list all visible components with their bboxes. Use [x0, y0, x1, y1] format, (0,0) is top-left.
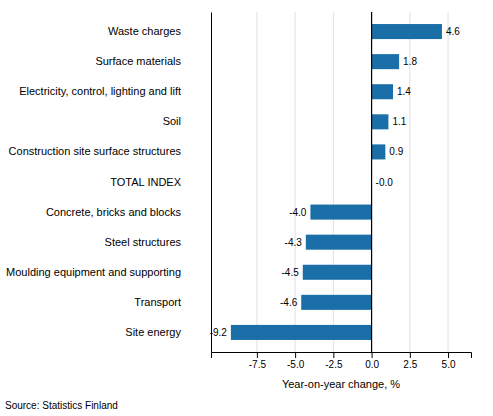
y-axis-line	[211, 13, 212, 353]
x-tick: -2.5	[325, 352, 343, 370]
plot: -7.5 -5.0 -2.5 0.0 2.5 5.0 Site energy Transpor…	[6, 12, 471, 370]
data-label: 1.1	[392, 116, 406, 127]
y-tick: Site energy	[125, 326, 211, 338]
x-tick: 0.0	[365, 352, 379, 370]
y-tick: Soil	[163, 115, 211, 127]
x-tick-mark	[333, 352, 334, 358]
x-tick-mark	[257, 352, 258, 358]
data-label: -9.2	[210, 327, 228, 338]
bar	[372, 24, 442, 39]
x-tick-label: 0.0	[365, 359, 379, 370]
y-tick-label: Soil	[163, 115, 181, 127]
bar	[310, 205, 371, 220]
x-axis-title: Year-on-year change, %	[282, 378, 400, 390]
data-label: 1.8	[403, 56, 417, 67]
y-tick-label: Moulding equipment and supporting	[6, 266, 181, 278]
x-tick: 2.5	[403, 352, 417, 370]
bar	[301, 295, 371, 310]
bar	[372, 84, 393, 99]
bar	[306, 235, 372, 250]
bar	[231, 325, 372, 340]
x-tick-label: 5.0	[442, 359, 456, 370]
grid-line	[448, 12, 449, 352]
y-tick-label: Construction site surface structures	[9, 145, 182, 157]
y-tick: TOTAL INDEX	[110, 176, 211, 188]
grid-line	[256, 12, 257, 352]
y-tick: Waste charges	[108, 25, 211, 37]
y-tick: Concrete, bricks and blocks	[46, 206, 211, 218]
y-tick-label: Electricity, control, lighting and lift	[19, 85, 181, 97]
y-tick-label: Waste charges	[108, 25, 181, 37]
x-tick-mark	[372, 352, 373, 358]
y-tick: Steel structures	[105, 236, 211, 248]
x-tick-label: -2.5	[325, 359, 343, 370]
bar	[372, 114, 389, 129]
data-label: -4.6	[280, 297, 298, 308]
data-label: 1.4	[397, 86, 411, 97]
x-tick-label: -5.0	[287, 359, 305, 370]
x-tick: -5.0	[287, 352, 305, 370]
grid-line	[371, 12, 372, 352]
y-tick-label: Site energy	[125, 326, 181, 338]
y-tick: Transport	[134, 296, 211, 308]
data-label: -4.3	[285, 237, 303, 248]
bar	[303, 265, 372, 280]
x-tick: 5.0	[442, 352, 456, 370]
source: Source: Statistics Finland	[5, 400, 118, 411]
y-tick-label: TOTAL INDEX	[110, 176, 181, 188]
y-tick: Surface materials	[95, 55, 211, 67]
y-tick-label: Concrete, bricks and blocks	[46, 206, 182, 218]
bar	[372, 54, 400, 69]
x-tick-mark	[448, 352, 449, 358]
x-axis-line	[212, 353, 472, 359]
chart: -7.5 -5.0 -2.5 0.0 2.5 5.0 Site energy Transpor…	[0, 0, 493, 416]
x-tick-mark	[295, 352, 296, 358]
data-label: 0.9	[389, 146, 403, 157]
y-tick-label: Surface materials	[95, 55, 181, 67]
bars	[231, 24, 442, 340]
y-tick-label: Steel structures	[105, 236, 182, 248]
data-label: -4.0	[289, 207, 307, 218]
data-label: 4.6	[446, 26, 460, 37]
data-label: -0.0	[376, 177, 394, 188]
x-tick-mark	[410, 352, 411, 358]
x-axis: -7.5 -5.0 -2.5 0.0 2.5 5.0	[212, 352, 472, 370]
y-tick: Moulding equipment and supporting	[6, 266, 211, 278]
y-tick: Electricity, control, lighting and lift	[19, 85, 211, 97]
zero-line	[371, 12, 372, 352]
data-labels: -9.2 -4.6 -4.5 -4.3 -4.0 -0.0 0.9 1.1 1.4 1.8 4.6	[210, 26, 461, 338]
y-tick-label: Transport	[134, 296, 181, 308]
y-axis: Site energy Transport Moulding equipment a…	[6, 13, 211, 353]
data-label: -4.5	[282, 267, 300, 278]
y-tick: Construction site surface structures	[9, 145, 211, 157]
x-tick-label: -7.5	[249, 359, 267, 370]
grid	[257, 12, 448, 352]
x-tick: -7.5	[249, 352, 267, 370]
x-tick-label: 2.5	[403, 359, 417, 370]
bar	[372, 144, 386, 159]
